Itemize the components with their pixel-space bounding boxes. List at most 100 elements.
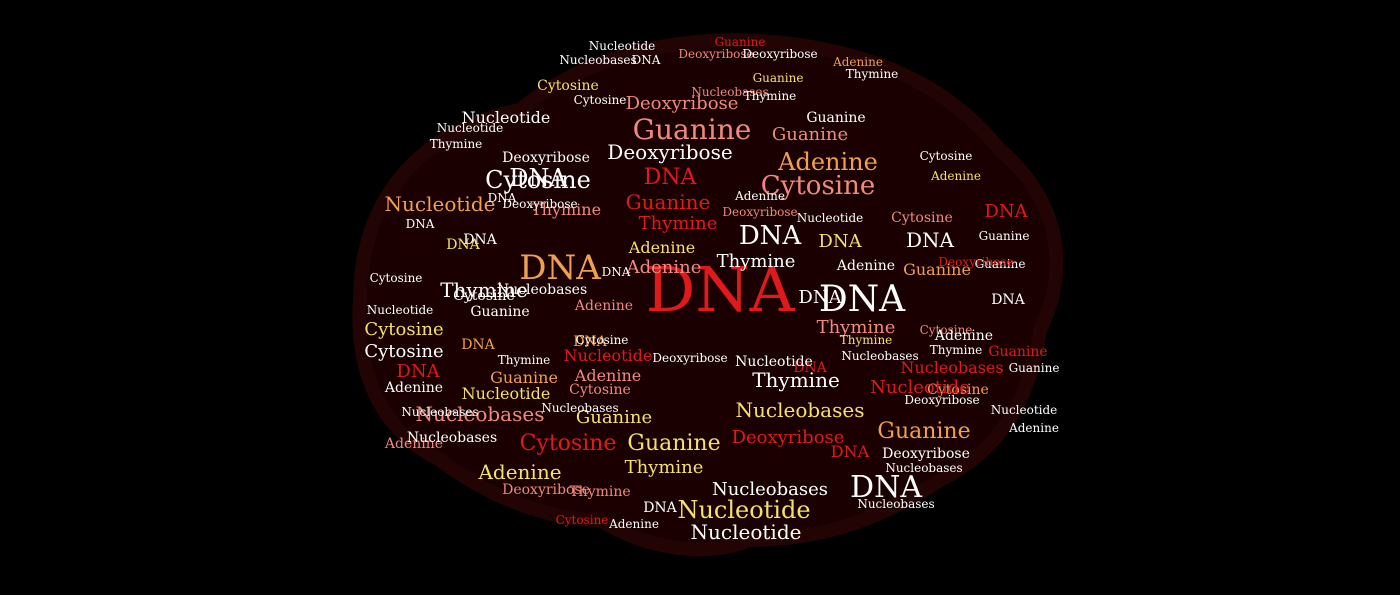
cloud-word: Adenine xyxy=(384,436,444,452)
cloud-word: Adenine xyxy=(626,257,702,278)
cloud-word: DNA xyxy=(396,361,440,382)
cloud-word: Nucleobases xyxy=(735,398,865,422)
cloud-word: DNA xyxy=(519,248,601,288)
cloud-word: Cytosine xyxy=(453,288,515,304)
cloud-word: Deoxyribose xyxy=(904,393,980,407)
cloud-word: Deoxyribose xyxy=(731,427,845,448)
cloud-word: Nucleobases xyxy=(857,497,935,511)
cloud-word: Guanine xyxy=(974,257,1026,271)
cloud-word: Cytosine xyxy=(919,149,973,163)
cloud-word: Deoxyribose xyxy=(502,482,590,498)
cloud-word: Guanine xyxy=(877,419,971,444)
cloud-word: Thymine xyxy=(638,213,718,234)
cloud-word: Cytosine xyxy=(369,271,423,285)
cloud-word: Nucleotide xyxy=(366,303,434,317)
cloud-word: DNA xyxy=(446,237,480,253)
cloud-word: DNA xyxy=(461,337,495,353)
cloud-word: DNA xyxy=(509,164,567,192)
cloud-word: DNA xyxy=(991,292,1025,308)
cloud-word: Deoxyribose xyxy=(722,205,798,219)
cloud-word: Deoxyribose xyxy=(502,150,590,166)
cloud-word: DNA xyxy=(487,191,517,205)
cloud-word: DNA xyxy=(906,228,954,252)
cloud-word: Guanine xyxy=(575,407,653,428)
cloud-word: Adenine xyxy=(934,328,994,344)
cloud-word: DNA xyxy=(984,201,1028,222)
cloud-word: Nucleotide xyxy=(563,346,653,365)
cloud-word: DNA xyxy=(738,221,802,251)
cloud-word: Thymine xyxy=(743,89,797,103)
cloud-word: Guanine xyxy=(625,190,711,214)
cloud-word: Guanine xyxy=(771,124,849,145)
cloud-word: Cytosine xyxy=(927,382,989,398)
cloud-word: Adenine xyxy=(836,258,896,274)
cloud-word: Thymine xyxy=(429,137,483,151)
cloud-word: DNA xyxy=(850,470,922,505)
cloud-word: Deoxyribose xyxy=(607,140,733,164)
cloud-word: Guanine xyxy=(806,110,866,126)
cloud-word: Guanine xyxy=(470,304,530,320)
cloud-word: Adenine xyxy=(478,460,562,484)
cloud-word: Cytosine xyxy=(919,323,973,337)
cloud-word: Nucleotide xyxy=(870,377,970,398)
cloud-word: Thymine xyxy=(845,67,899,81)
cloud-word: Guanine xyxy=(978,229,1030,243)
cloud-word: Nucleobases xyxy=(559,53,637,67)
cloud-word: Adenine xyxy=(1009,421,1059,435)
cloud-word: Thymine xyxy=(839,333,893,347)
cloud-word: Nucleotide xyxy=(461,108,551,127)
cloud-word: DNA xyxy=(405,217,435,231)
cloud-word: Cytosine xyxy=(575,333,629,347)
cloud-word: DNA xyxy=(643,500,677,516)
cloud-word: Nucleotide xyxy=(990,403,1058,417)
cloud-word: Cytosine xyxy=(364,319,444,340)
cloud-word: Thymine xyxy=(716,251,796,272)
cloud-word: DNA xyxy=(573,334,607,350)
cloud-word: DNA xyxy=(818,279,906,320)
cloud-word: Guanine xyxy=(490,368,558,387)
cloud-word: Nucleobases xyxy=(841,349,919,363)
cloud-blob-shape xyxy=(352,33,1064,557)
cloud-word: Adenine xyxy=(574,298,634,314)
cloud-word: Guanine xyxy=(1008,361,1060,375)
cloud-word: Nucleotide xyxy=(677,496,811,524)
cloud-word: DNA xyxy=(645,253,795,326)
cloud-word: Guanine xyxy=(627,431,721,456)
cloud-word: Nucleotide xyxy=(384,192,496,216)
cloud-word: Cytosine xyxy=(573,93,627,107)
cloud-word: Cytosine xyxy=(537,78,599,94)
cloud-word: DNA xyxy=(643,165,697,190)
cloud-word: Cytosine xyxy=(555,513,609,527)
cloud-word: Nucleobases xyxy=(541,401,619,415)
cloud-word: Thymine xyxy=(929,343,983,357)
cloud-word: Deoxyribose xyxy=(882,446,970,462)
cloud-word: Thymine xyxy=(530,200,602,219)
cloud-word: Guanine xyxy=(988,344,1048,360)
cloud-word: Guanine xyxy=(714,35,766,49)
cloud-word: Nucleotide xyxy=(436,121,504,135)
cloud-word: Nucleobases xyxy=(885,461,963,475)
cloud-word: Nucleobases xyxy=(496,282,588,298)
cloud-word: Deoxyribose xyxy=(652,351,728,365)
cloud-word: Nucleotide xyxy=(461,384,551,403)
cloud-word: Deoxyribose xyxy=(625,93,739,114)
cloud-word: Cytosine xyxy=(891,210,953,226)
cloud-word: Adenine xyxy=(833,55,883,69)
cloud-word: DNA xyxy=(818,231,862,252)
cloud-word: Nucleotide xyxy=(588,39,656,53)
cloud-word: Guanine xyxy=(903,260,971,279)
cloud-word: Cytosine xyxy=(519,431,617,456)
cloud-word: Nucleobases xyxy=(406,430,498,446)
cloud-word: Adenine xyxy=(628,238,696,257)
cloud-word: Cytosine xyxy=(485,166,591,194)
cloud-word: Cytosine xyxy=(569,382,631,398)
cloud-word: Thymine xyxy=(752,368,840,392)
cloud-word: Nucleobases xyxy=(900,358,1004,377)
cloud-word: DNA xyxy=(463,232,497,248)
cloud-word: Thymine xyxy=(816,317,896,338)
cloud-word: Adenine xyxy=(384,380,444,396)
cloud-word: Deoxyribose xyxy=(938,255,1014,269)
cloud-word: DNA xyxy=(830,442,870,461)
cloud-word: Cytosine xyxy=(760,171,876,201)
